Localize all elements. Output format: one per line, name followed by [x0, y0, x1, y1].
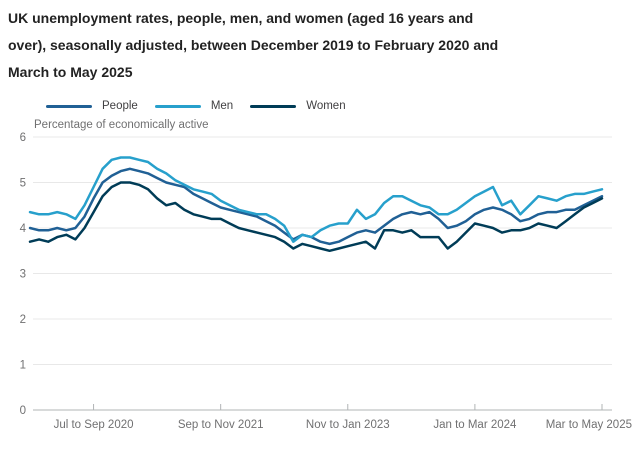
chart-title-line-1: UK unemployment rates, people, men, and … [8, 10, 474, 26]
y-tick-label-4: 4 [20, 223, 27, 235]
y-tick-label-6: 6 [20, 132, 26, 144]
x-tick-label-7: Jul to Sep 2020 [54, 419, 134, 431]
chart-title: UK unemployment rates, people, men, and … [8, 5, 498, 86]
y-tick-label-2: 2 [20, 314, 26, 326]
y-tick-label-3: 3 [20, 269, 26, 281]
legend-label-men: Men [210, 100, 234, 112]
y-tick-label-0: 0 [20, 405, 26, 417]
legend-swatch-women [250, 104, 297, 108]
chart-title-line-2: over), seasonally adjusted, between Dece… [8, 37, 499, 53]
series-line-women [28, 181, 604, 253]
x-tick-label-63: Mar to May 2025 [546, 419, 632, 431]
legend-label-women: Women [306, 100, 346, 112]
legend-swatch-men [154, 104, 201, 108]
y-tick-label-5: 5 [20, 178, 26, 190]
chart-title-line-3: March to May 2025 [8, 64, 133, 80]
x-tick-label-21: Sep to Nov 2021 [178, 419, 264, 431]
series-line-men [28, 156, 604, 243]
y-axis-unit-label: Percentage of economically active [34, 119, 209, 131]
legend: People Men Women [46, 99, 346, 113]
legend-swatch-people [46, 104, 92, 108]
x-tick-label-35: Nov to Jan 2023 [306, 419, 390, 431]
series-line-people [28, 167, 604, 246]
y-tick-label-1: 1 [20, 360, 26, 372]
legend-item-men: Men [154, 99, 234, 113]
legend-item-women: Women [250, 99, 346, 113]
legend-label-people: People [102, 100, 138, 112]
legend-item-people: People [46, 99, 138, 113]
x-tick-label-49: Jan to Mar 2024 [433, 419, 517, 431]
